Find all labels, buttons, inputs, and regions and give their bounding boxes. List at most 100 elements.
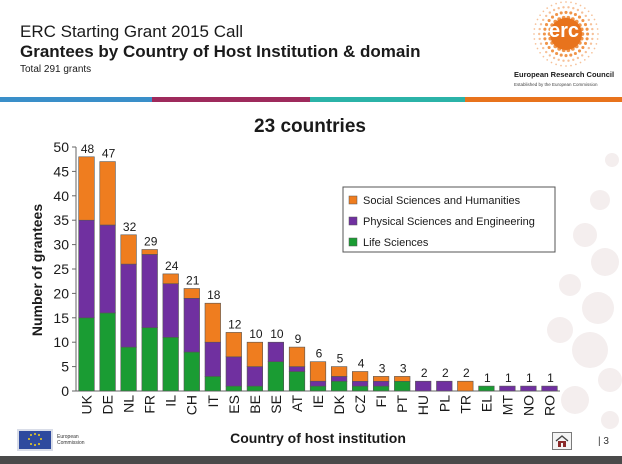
- erc-logo-dot: [591, 32, 594, 36]
- x-axis-title: Country of host institution: [230, 430, 406, 446]
- stripe-orange: [465, 97, 622, 102]
- erc-logo-dot: [595, 23, 598, 25]
- erc-logo-dot: [581, 45, 585, 50]
- erc-logo-dot: [545, 14, 548, 18]
- bar-segment: [246, 366, 264, 387]
- bar-segment: [309, 361, 327, 382]
- erc-logo-dot: [544, 41, 549, 45]
- y-tick-label: 30: [53, 237, 69, 253]
- bar-total-label: 2: [442, 366, 449, 380]
- bar-segment: [499, 385, 516, 392]
- y-tick-label: 35: [53, 212, 69, 228]
- legend-box: [342, 186, 556, 253]
- erc-logo-dot: [539, 23, 543, 26]
- bar-segment: [541, 385, 558, 392]
- erc-logo-dot: [584, 14, 587, 18]
- bar-segment: [78, 219, 95, 319]
- y-tick-label: 40: [53, 188, 69, 204]
- y-tick-label: 0: [61, 383, 69, 399]
- bar-total-label: 47: [102, 147, 116, 161]
- bar-segment: [309, 380, 327, 387]
- erc-logo-dot: [596, 38, 599, 40]
- bar-total-label: 24: [165, 259, 179, 273]
- x-tick-label: PT: [394, 395, 410, 413]
- bar-total-label: 48: [81, 142, 95, 156]
- y-tick-label: 20: [53, 285, 69, 301]
- bar-segment: [394, 380, 411, 392]
- erc-logo-dot: [593, 18, 596, 21]
- bar-segment: [330, 380, 348, 392]
- slide-title-line2: Grantees by Country of Host Institution …: [20, 42, 421, 61]
- bar-segment: [120, 234, 137, 265]
- erc-logo-dot: [544, 23, 549, 27]
- erc-logo-dot: [533, 28, 536, 30]
- erc-logo-dot: [589, 42, 593, 45]
- bar-segment: [204, 302, 221, 343]
- erc-logo-dot: [581, 11, 584, 14]
- bar-total-label: 1: [505, 371, 512, 385]
- erc-logo-dot: [595, 43, 598, 45]
- erc-logo-dot: [533, 38, 536, 40]
- erc-logo-dot: [579, 61, 582, 64]
- bar-segment: [330, 376, 348, 382]
- x-tick-label: RO: [542, 395, 558, 416]
- bar-segment: [141, 249, 158, 255]
- stripe-teal: [310, 97, 465, 102]
- bar-segment: [288, 371, 306, 392]
- x-tick-label: ES: [226, 395, 242, 414]
- bar-segment: [351, 385, 369, 392]
- erc-logo-dot: [555, 63, 557, 66]
- erc-logo-dot: [542, 46, 545, 50]
- x-tick-label: IT: [205, 395, 221, 408]
- y-axis-title: Number of grantees: [29, 204, 45, 336]
- erc-logo-dot: [576, 8, 580, 12]
- y-tick-label: 5: [61, 359, 69, 375]
- x-tick-label: IL: [163, 395, 179, 407]
- erc-logo-dot: [552, 8, 556, 12]
- erc-logo-dot: [587, 55, 590, 58]
- legend-swatch: [348, 195, 358, 205]
- x-tick-label: IE: [310, 395, 326, 408]
- erc-logo-dot: [534, 43, 537, 45]
- erc-logo-dot: [565, 1, 567, 3]
- home-icon[interactable]: [552, 432, 572, 450]
- erc-logo-dot: [552, 56, 556, 60]
- bar-total-label: 10: [249, 327, 263, 341]
- y-tick-label: 15: [53, 310, 69, 326]
- bar-segment: [120, 263, 137, 348]
- erc-logo-dot: [576, 56, 580, 60]
- bar-total-label: 3: [379, 361, 386, 375]
- bar-segment: [246, 341, 264, 367]
- bar-segment: [204, 341, 221, 377]
- y-tick-label: 50: [53, 139, 69, 155]
- erc-logo-dot: [573, 51, 577, 56]
- bar-segment: [99, 161, 116, 226]
- bar-total-label: 21: [186, 274, 200, 288]
- erc-logo-dot: [547, 18, 551, 23]
- bar-segment: [330, 366, 348, 377]
- erc-logo-dot: [581, 54, 584, 57]
- erc-logo-dot: [564, 10, 568, 14]
- page-number: | 3: [598, 436, 609, 447]
- erc-logo-dot: [555, 2, 557, 5]
- erc-logo-dot: [550, 15, 555, 19]
- erc-logo-dot: [564, 54, 568, 58]
- bar-total-label: 4: [358, 357, 365, 371]
- bar-total-label: 18: [207, 288, 221, 302]
- erc-logo-dot: [573, 12, 577, 17]
- erc-logo-dot: [555, 12, 559, 17]
- bar-segment: [225, 385, 242, 392]
- stripe-blue: [0, 97, 152, 102]
- x-tick-label: EL: [478, 395, 494, 412]
- bar-segment: [351, 371, 369, 382]
- erc-logo-dot: [543, 27, 547, 31]
- erc-logo-dot: [586, 32, 590, 36]
- bar-segment: [372, 376, 390, 382]
- x-tick-label: UK: [79, 394, 95, 414]
- x-tick-label: PL: [436, 395, 452, 412]
- bar-segment: [520, 385, 537, 392]
- erc-logo-dot: [570, 1, 572, 4]
- erc-logo-dot: [585, 37, 589, 41]
- erc-logo-dot: [542, 32, 546, 36]
- x-tick-label: CZ: [352, 395, 368, 414]
